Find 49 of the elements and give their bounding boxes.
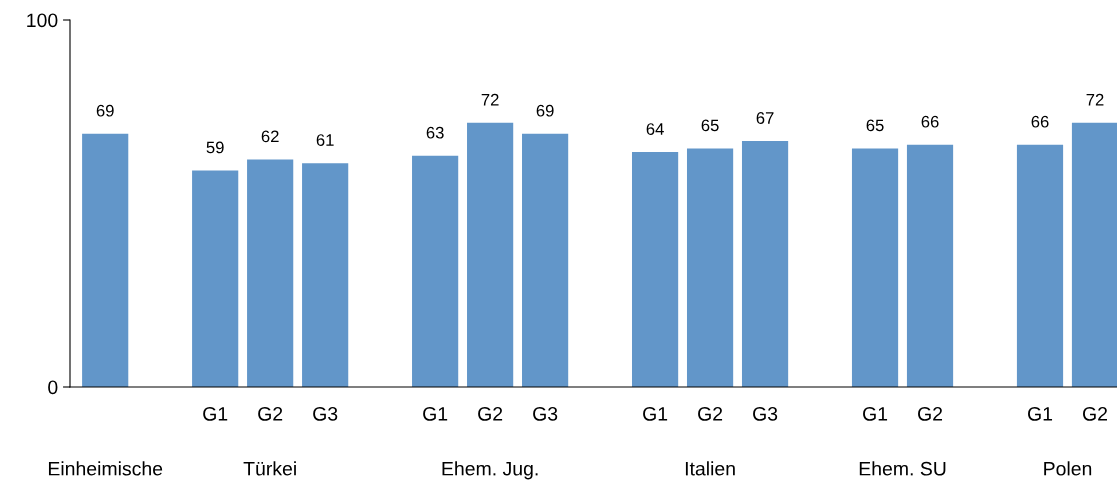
text: Polen bbox=[1044, 461, 1092, 476]
bar bbox=[192, 170, 239, 387]
bar bbox=[686, 148, 734, 387]
text: Türkei bbox=[243, 461, 296, 476]
bar bbox=[1016, 144, 1064, 387]
x-tick-label: G2 bbox=[258, 406, 283, 421]
data-label: 67 bbox=[756, 112, 774, 124]
data-label: 61 bbox=[316, 134, 334, 146]
bar bbox=[522, 133, 569, 387]
data-label: 65 bbox=[866, 119, 884, 132]
data-label: 64 bbox=[646, 123, 664, 135]
x-tick-label: G2 bbox=[698, 406, 723, 421]
x-tick-label: G2 bbox=[918, 406, 943, 421]
bar bbox=[467, 122, 514, 387]
bar bbox=[412, 155, 459, 387]
x-tick-label: G3 bbox=[313, 406, 338, 421]
data-label: 69 bbox=[96, 104, 114, 117]
y-tick-label: 0 bbox=[48, 380, 58, 395]
x-tick-label: G1 bbox=[203, 406, 228, 421]
x-tick-label: G1 bbox=[643, 406, 668, 421]
data-label: 72 bbox=[1086, 93, 1104, 106]
data-label: 62 bbox=[261, 130, 279, 143]
bar bbox=[247, 159, 294, 387]
x-tick-label: G2 bbox=[1083, 406, 1107, 421]
bar bbox=[741, 141, 789, 387]
x-tick-label: G1 bbox=[863, 406, 888, 421]
bar bbox=[302, 163, 349, 387]
x-tick-label: G1 bbox=[423, 406, 448, 421]
text: Ehem. SU bbox=[859, 461, 946, 476]
x-tick-label: G3 bbox=[753, 406, 778, 421]
data-label: 65 bbox=[701, 119, 719, 132]
text: Ehem. Jug. bbox=[442, 461, 538, 480]
bar bbox=[82, 133, 129, 387]
data-label: 63 bbox=[426, 126, 444, 139]
text: Einheimische bbox=[48, 461, 163, 476]
bar bbox=[1071, 122, 1117, 387]
data-label: 72 bbox=[481, 93, 499, 106]
data-label: 66 bbox=[921, 115, 939, 128]
text: Italien bbox=[685, 461, 735, 476]
data-label: 66 bbox=[1031, 115, 1049, 128]
bar bbox=[851, 148, 899, 387]
data-label: 69 bbox=[536, 104, 554, 117]
bar bbox=[906, 144, 954, 387]
x-tick-label: G2 bbox=[478, 406, 503, 421]
x-tick-label: G1 bbox=[1028, 406, 1053, 421]
bar bbox=[631, 152, 679, 387]
y-tick-label: 100 bbox=[27, 13, 58, 28]
data-label: 59 bbox=[206, 141, 224, 154]
x-tick-label: G3 bbox=[533, 406, 558, 421]
